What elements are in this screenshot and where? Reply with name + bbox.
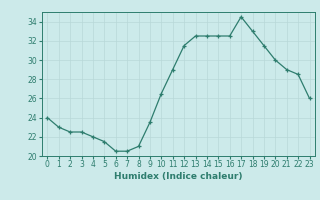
X-axis label: Humidex (Indice chaleur): Humidex (Indice chaleur) [114,172,243,181]
